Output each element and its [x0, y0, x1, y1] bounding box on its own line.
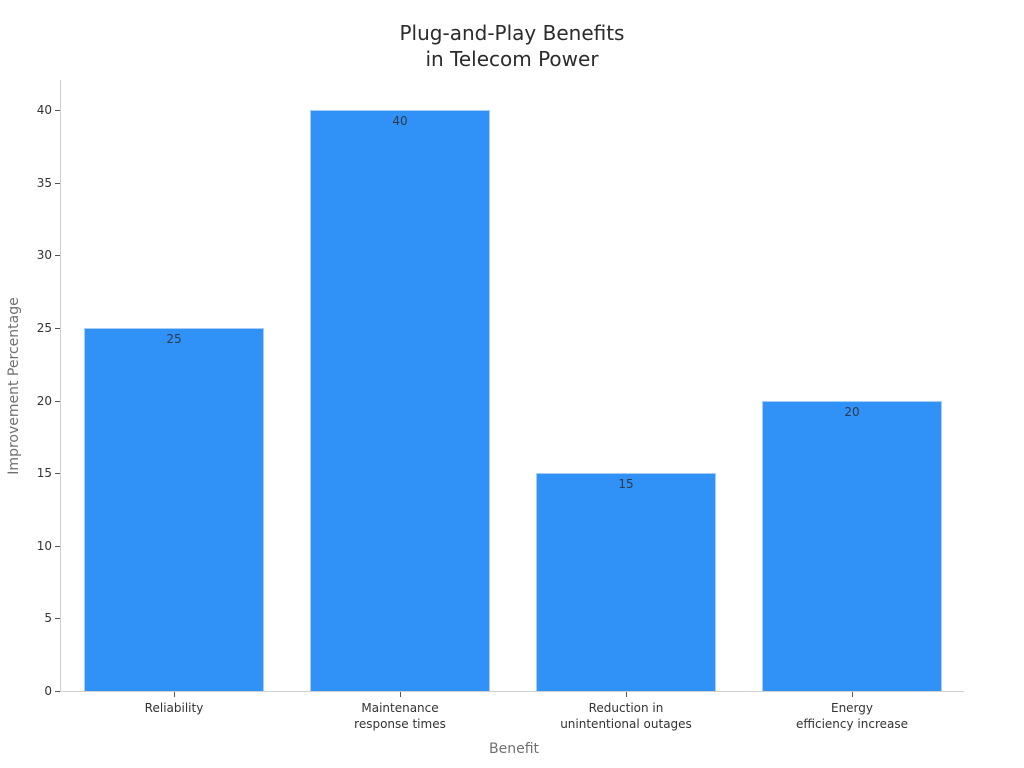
x-tick-label: Energy efficiency increase	[796, 701, 908, 731]
bar: 25	[84, 327, 264, 691]
y-tick-mark	[55, 691, 60, 692]
y-tick-label: 30	[36, 248, 52, 263]
y-tick-label: 15	[36, 466, 52, 481]
bar: 40	[310, 110, 490, 691]
y-tick-mark	[55, 255, 60, 257]
chart-title-line-2: in Telecom Power	[425, 47, 599, 71]
bar-value-label: 25	[166, 331, 182, 346]
bar-value-label: 40	[392, 114, 408, 128]
x-tick-mark	[626, 692, 627, 697]
y-tick-mark	[55, 110, 60, 111]
y-tick-label: 0	[44, 684, 52, 698]
x-tick-label: Reduction in unintentional outages	[560, 701, 692, 731]
chart-title: Plug-and-Play Benefits in Telecom Power	[0, 20, 1024, 72]
y-tick-label: 20	[36, 393, 52, 408]
y-tick-label: 10	[36, 538, 52, 553]
y-tick-mark	[55, 182, 60, 184]
y-tick-label: 25	[36, 320, 52, 335]
y-tick-mark	[55, 545, 60, 547]
x-tick-label: Maintenance response times	[354, 701, 446, 731]
bar: 20	[762, 400, 942, 691]
x-axis-line	[60, 691, 964, 692]
bar-value-label: 20	[844, 404, 860, 419]
y-tick-label: 5	[44, 611, 52, 626]
y-tick-mark	[55, 473, 60, 475]
x-tick-mark	[400, 692, 401, 697]
y-tick-mark	[55, 400, 60, 402]
y-axis-line	[60, 80, 61, 692]
y-tick-mark	[55, 618, 60, 620]
y-tick-mark	[55, 327, 60, 329]
bar-value-label: 15	[618, 477, 634, 492]
bar: 15	[536, 473, 716, 691]
x-axis-label: Benefit	[488, 741, 539, 757]
chart-title-line-1: Plug-and-Play Benefits	[399, 21, 625, 45]
x-tick-mark	[852, 692, 853, 697]
y-axis-label: Improvement Percentage	[6, 297, 22, 475]
x-tick-label: Reliability	[144, 701, 204, 715]
y-tick-label: 35	[36, 175, 52, 190]
x-tick-mark	[174, 692, 175, 697]
y-tick-label: 40	[36, 103, 52, 117]
